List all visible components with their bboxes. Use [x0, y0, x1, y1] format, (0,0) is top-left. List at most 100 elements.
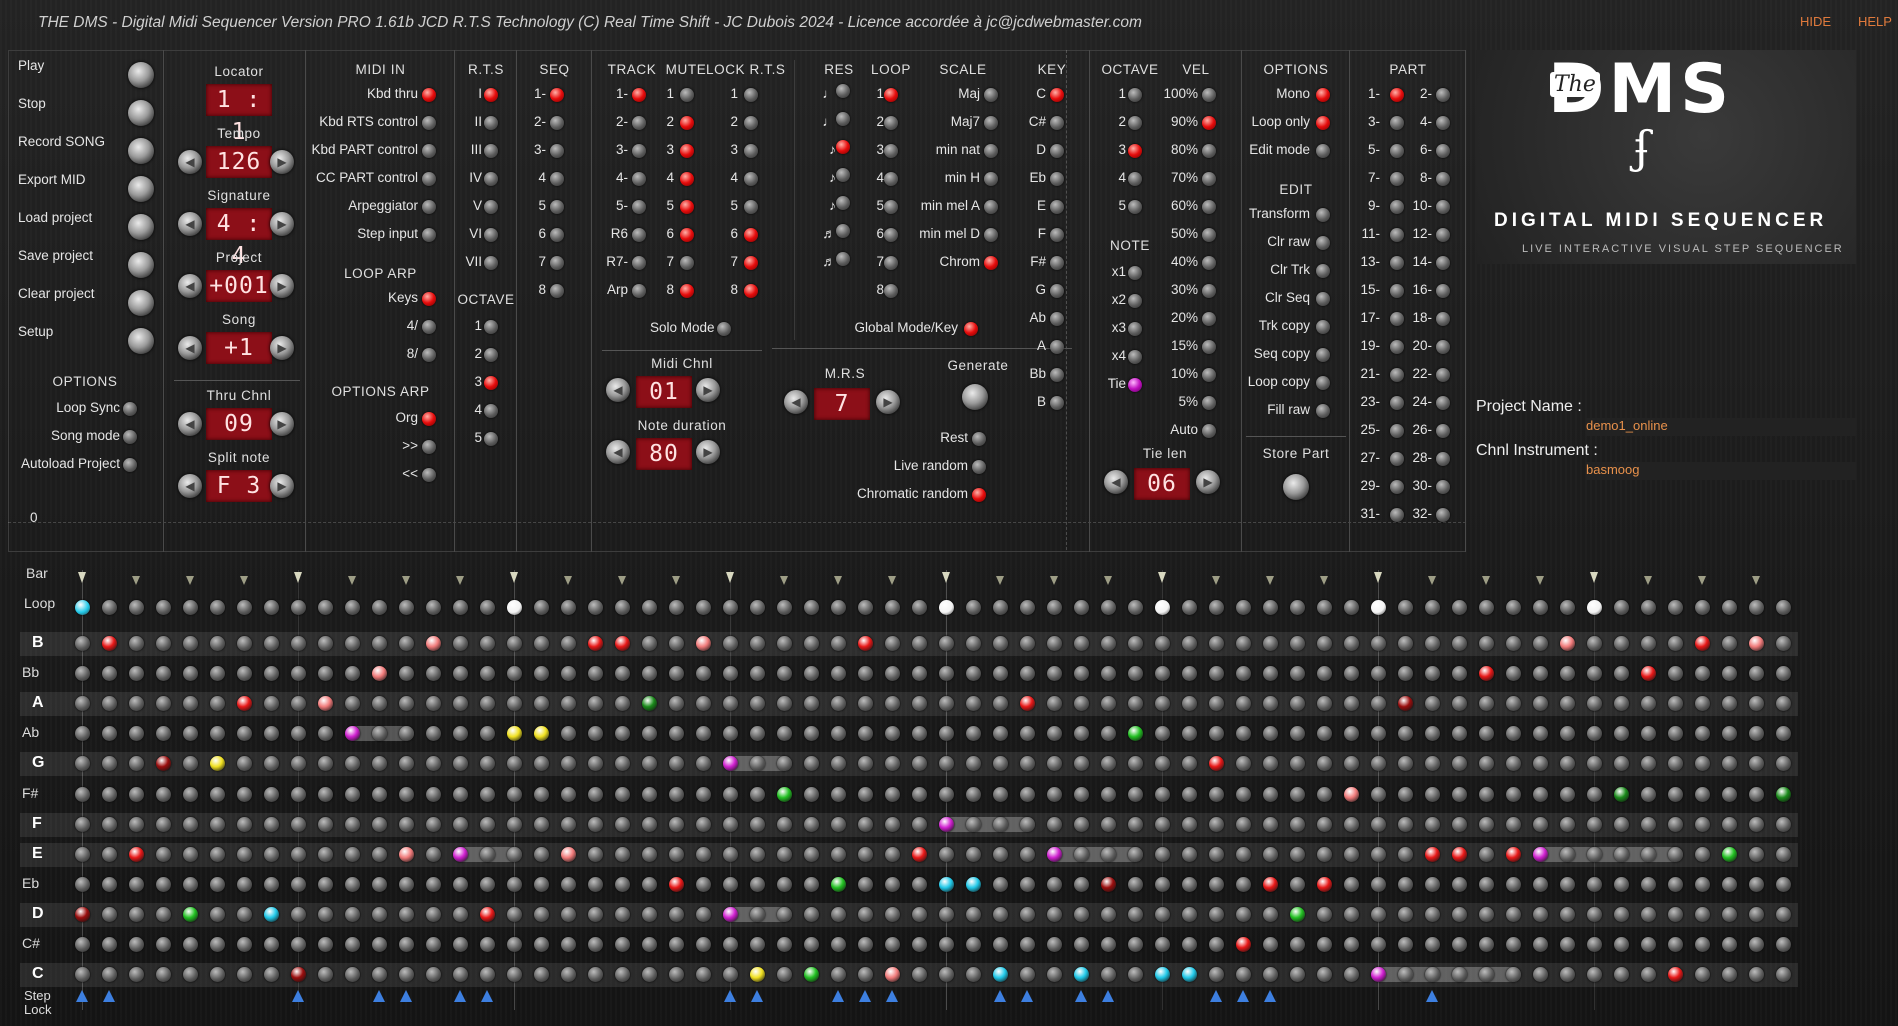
step-cell[interactable]	[1452, 756, 1467, 772]
res-toggle[interactable]	[836, 224, 850, 238]
step-cell[interactable]	[1344, 816, 1359, 832]
step-cell[interactable]	[507, 967, 522, 983]
step-cell[interactable]	[453, 816, 468, 832]
step-cell[interactable]	[1425, 816, 1440, 832]
step-cell[interactable]	[318, 846, 333, 862]
step-cell[interactable]	[723, 696, 738, 712]
transport-stop-button[interactable]	[128, 100, 154, 126]
note-cell[interactable]	[183, 906, 198, 922]
step-cell[interactable]	[1641, 756, 1656, 772]
step-cell[interactable]	[507, 786, 522, 802]
step-cell[interactable]	[480, 666, 495, 682]
track-toggle[interactable]	[632, 284, 646, 298]
step-cell[interactable]	[1587, 846, 1602, 862]
step-cell[interactable]	[1128, 967, 1143, 983]
step-cell[interactable]	[912, 666, 927, 682]
step-cell[interactable]	[831, 756, 846, 772]
step-cell[interactable]	[1506, 876, 1521, 892]
step-cell[interactable]	[885, 636, 900, 651]
midi-in-toggle[interactable]	[422, 116, 436, 130]
step-cell[interactable]	[1425, 937, 1440, 952]
step-cell[interactable]	[1614, 666, 1629, 682]
step-cell[interactable]	[318, 666, 333, 682]
step-cell[interactable]	[1533, 906, 1548, 922]
rts-octave-toggle[interactable]	[484, 376, 498, 390]
step-cell[interactable]	[1344, 937, 1359, 952]
step-cell[interactable]	[1479, 937, 1494, 952]
step-cell[interactable]	[1371, 876, 1386, 892]
loop-step[interactable]	[1479, 600, 1494, 615]
step-cell[interactable]	[453, 937, 468, 952]
step-cell[interactable]	[615, 846, 630, 862]
step-cell[interactable]	[1290, 636, 1305, 651]
step-cell[interactable]	[831, 636, 846, 651]
part-toggle[interactable]	[1390, 144, 1404, 158]
mute-toggle[interactable]	[680, 228, 694, 242]
step-cell[interactable]	[1290, 786, 1305, 802]
song-decrement-button[interactable]: ◀	[178, 336, 202, 360]
step-cell[interactable]	[588, 726, 603, 742]
step-cell[interactable]	[1668, 726, 1683, 742]
step-cell[interactable]	[858, 846, 873, 862]
step-cell[interactable]	[1776, 696, 1791, 712]
step-cell[interactable]	[507, 756, 522, 772]
step-cell[interactable]	[1587, 906, 1602, 922]
step-cell[interactable]	[1101, 816, 1116, 832]
step-cell[interactable]	[1371, 816, 1386, 832]
step-cell[interactable]	[291, 786, 306, 802]
step-cell[interactable]	[1101, 906, 1116, 922]
step-cell[interactable]	[588, 696, 603, 712]
note-cell[interactable]	[345, 726, 360, 742]
vel-toggle[interactable]	[1202, 172, 1216, 186]
step-cell[interactable]	[1020, 937, 1035, 952]
step-cell[interactable]	[426, 666, 441, 682]
step-cell[interactable]	[372, 816, 387, 832]
step-cell[interactable]	[372, 756, 387, 772]
note-cell[interactable]	[561, 846, 576, 862]
rts-toggle[interactable]	[484, 88, 498, 102]
step-cell[interactable]	[1506, 786, 1521, 802]
note-cell[interactable]	[1128, 726, 1143, 742]
step-cell[interactable]	[696, 696, 711, 712]
step-cell[interactable]	[1371, 786, 1386, 802]
step-cell[interactable]	[291, 816, 306, 832]
rts-toggle[interactable]	[484, 200, 498, 214]
step-cell[interactable]	[777, 756, 792, 772]
step-cell[interactable]	[129, 636, 144, 651]
step-cell[interactable]	[1479, 786, 1494, 802]
step-cell[interactable]	[831, 786, 846, 802]
thru-increment-button[interactable]: ▶	[270, 412, 294, 436]
rts-octave-toggle[interactable]	[484, 432, 498, 446]
step-cell[interactable]	[993, 786, 1008, 802]
loop-step[interactable]	[1020, 600, 1035, 615]
step-cell[interactable]	[1236, 636, 1251, 651]
step-cell[interactable]	[291, 696, 306, 712]
step-cell[interactable]	[1020, 636, 1035, 651]
tie-len-decrement-button[interactable]: ◀	[1104, 470, 1128, 494]
step-cell[interactable]	[318, 937, 333, 952]
step-cell[interactable]	[1668, 696, 1683, 712]
step-cell[interactable]	[507, 846, 522, 862]
options-arp-toggle[interactable]	[422, 468, 436, 482]
step-cell[interactable]	[1614, 636, 1629, 651]
step-cell[interactable]	[1344, 967, 1359, 983]
step-cell[interactable]	[831, 846, 846, 862]
step-cell[interactable]	[750, 937, 765, 952]
step-cell[interactable]	[1263, 696, 1278, 712]
step-cell[interactable]	[291, 937, 306, 952]
step-cell[interactable]	[75, 726, 90, 742]
loop-step[interactable]	[1317, 600, 1332, 615]
mute-toggle[interactable]	[680, 256, 694, 270]
step-cell[interactable]	[993, 666, 1008, 682]
note-cell[interactable]	[102, 636, 117, 651]
step-cell[interactable]	[993, 816, 1008, 832]
step-cell[interactable]	[1506, 726, 1521, 742]
step-cell[interactable]	[669, 937, 684, 952]
step-cell[interactable]	[1182, 816, 1197, 832]
vel-toggle[interactable]	[1202, 200, 1216, 214]
step-cell[interactable]	[1425, 967, 1440, 983]
step-cell[interactable]	[237, 876, 252, 892]
step-cell[interactable]	[696, 967, 711, 983]
step-cell[interactable]	[426, 967, 441, 983]
step-cell[interactable]	[642, 937, 657, 952]
